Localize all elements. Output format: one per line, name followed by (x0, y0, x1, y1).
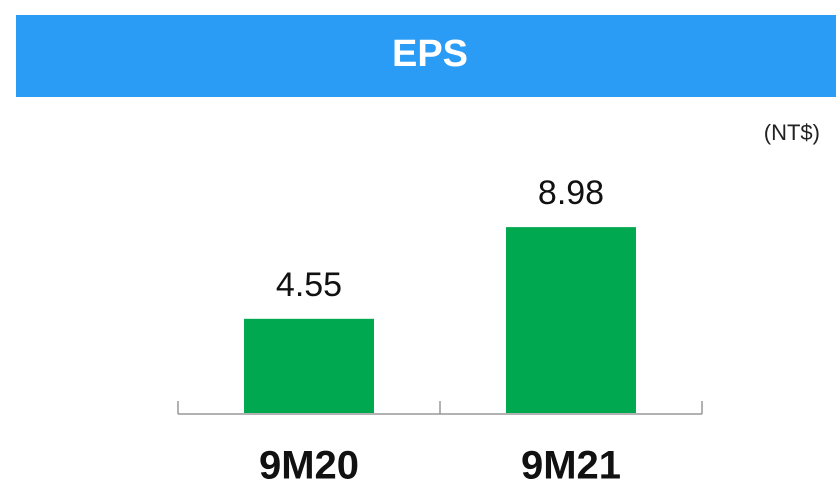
data-label: 4.55 (276, 266, 342, 304)
bar (244, 318, 374, 413)
unit-label: (NT$) (764, 120, 820, 145)
x-tick-label: 9M20 (259, 444, 359, 486)
bar (506, 227, 636, 413)
header-band (16, 15, 836, 97)
category-axis (177, 401, 703, 415)
chart-title: EPS (392, 33, 468, 75)
data-label: 8.98 (538, 174, 604, 212)
x-tick-label: 9M21 (521, 444, 621, 486)
